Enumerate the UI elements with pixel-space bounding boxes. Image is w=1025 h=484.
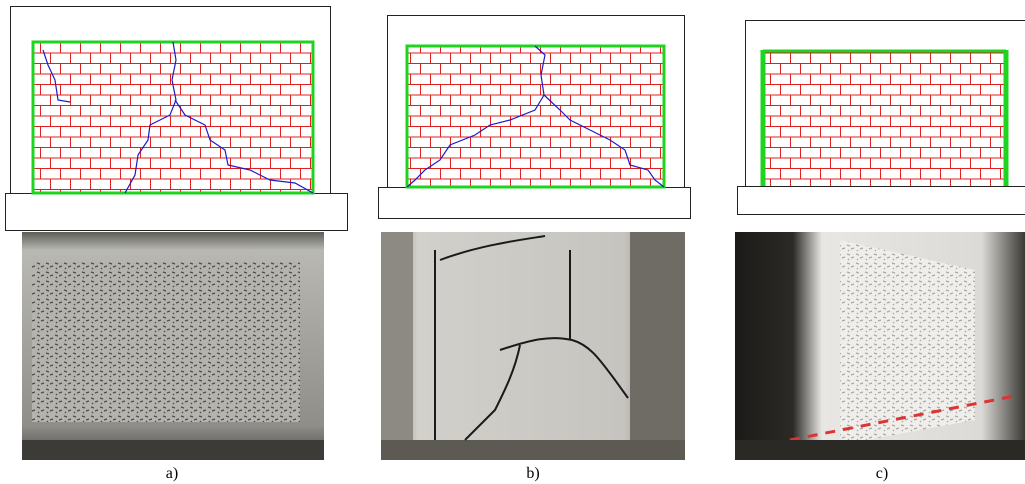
diagram-a [6, 7, 348, 231]
figure: a) b) c) [0, 0, 1025, 484]
photo-c [735, 232, 1025, 460]
diagram-b [379, 16, 691, 219]
photo-b [381, 232, 685, 460]
panel-label: a) [166, 465, 178, 482]
panel-label: c) [876, 465, 888, 482]
page: a) b) c) (() => { const data = JSON.pars… [0, 0, 1025, 484]
diagram-c [738, 21, 1025, 215]
panel-label: b) [526, 465, 539, 482]
photo-a [22, 232, 324, 460]
